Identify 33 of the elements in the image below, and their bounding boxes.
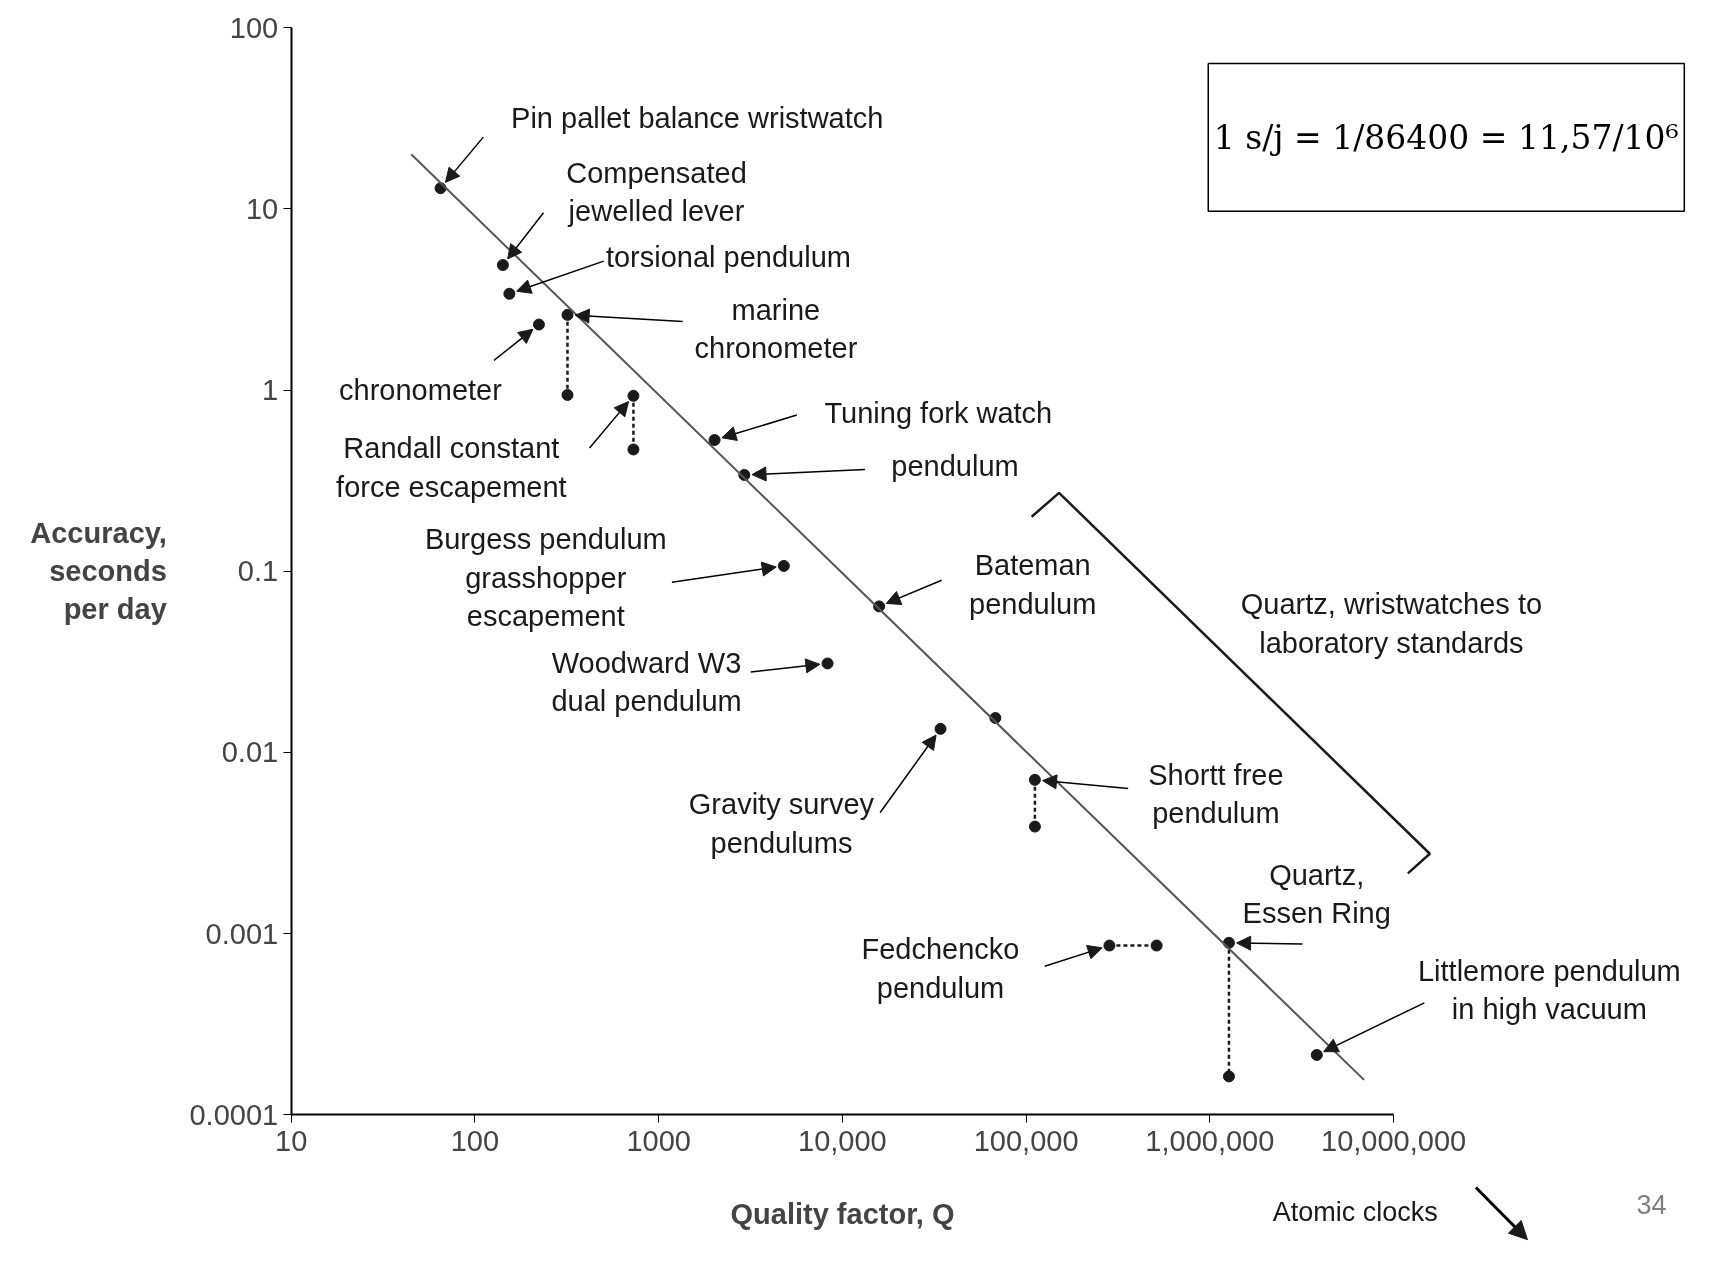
- annotation: Bateman pendulum: [969, 549, 1097, 620]
- x-tick-label: 100: [450, 1124, 500, 1157]
- annotation: chronometer: [339, 373, 503, 406]
- annotation: Woodward W3 dual pendulum: [551, 646, 742, 718]
- y-tick-label: 1: [262, 374, 279, 407]
- text: Atomic clocks: [1272, 1197, 1438, 1228]
- annotation: Fedchencko pendulum: [861, 933, 1020, 1004]
- annotation: Burgess pendulum grasshopper escapement: [424, 523, 667, 633]
- x-tick-label: 100,000: [973, 1124, 1079, 1157]
- annotation: Littlemore pendulum in high vacuum: [1417, 954, 1681, 1025]
- x-tick-label: 1,000,000: [1145, 1124, 1275, 1157]
- annotation: pendulum: [891, 450, 1019, 483]
- annotation: Quartz, wristwatches to laboratory standards: [1240, 588, 1543, 659]
- y-tick-label: 0.01: [221, 736, 279, 769]
- y-tick-label: 100: [229, 11, 279, 44]
- y-tick-label: 0.1: [237, 555, 279, 588]
- annotation: Quartz, Essen Ring: [1242, 858, 1391, 930]
- x-tick-label: 10,000: [798, 1124, 887, 1157]
- y-tick-label: 10: [245, 192, 279, 225]
- annotation: Pin pallet balance wristwatch: [511, 101, 884, 134]
- annotation: Gravity survey pendulums: [688, 788, 875, 859]
- annotation: torsional pendulum: [605, 240, 851, 273]
- x-tick-label: 1000: [626, 1124, 691, 1157]
- text: 34: [1636, 1190, 1667, 1221]
- annotation: 1 s/j = 1/86400 = 11,57/10⁶: [1213, 117, 1679, 157]
- x-axis-title: Quality factor, Q: [730, 1197, 955, 1230]
- x-tick-label: 10,000,000: [1321, 1124, 1467, 1157]
- annotation: Tuning fork watch: [824, 396, 1053, 429]
- annotation: Shortt free pendulum: [1148, 758, 1284, 830]
- y-axis-title: Accuracy, seconds per day: [30, 516, 167, 626]
- annotation: marine chronometer: [694, 293, 858, 365]
- annotation: Randall constant force escapement: [336, 432, 567, 503]
- y-tick-label: 0.001: [205, 917, 279, 950]
